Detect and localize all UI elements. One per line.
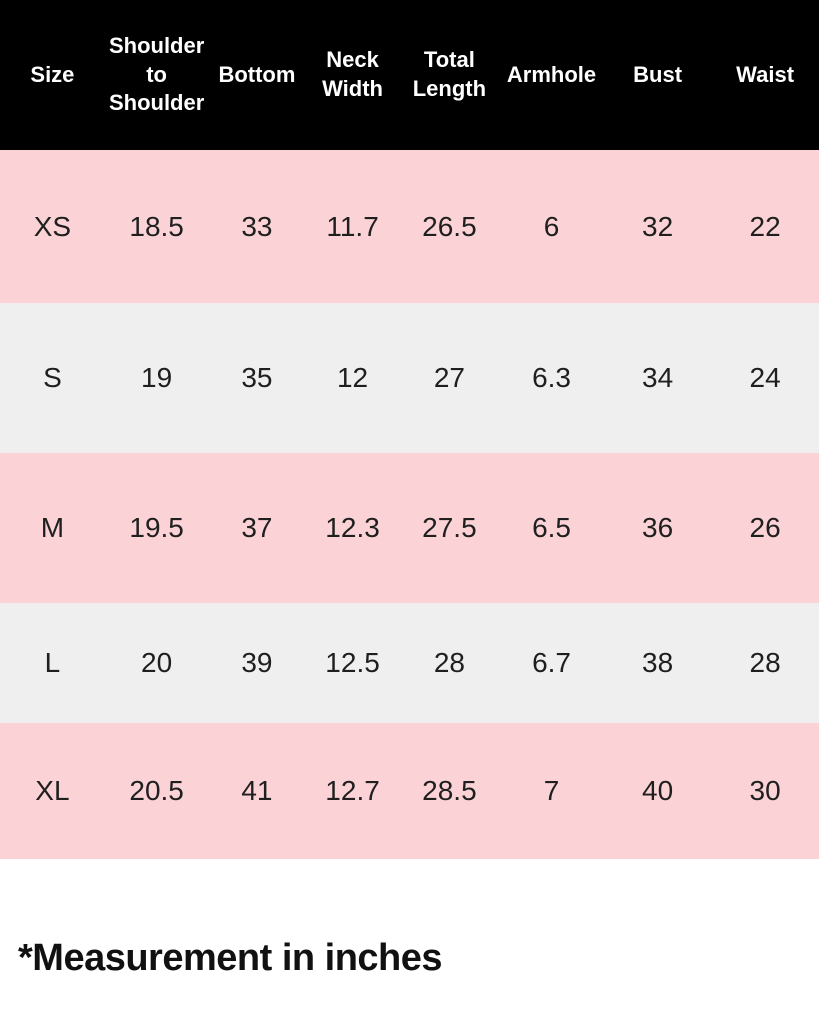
data-cell-waist: 22 [749,210,781,242]
measurement-note: *Measurement in inches [18,937,443,979]
data-cell-armhole: 6 [543,210,560,242]
size-label: L [44,647,61,678]
data-cell-total-length: 28.5 [422,775,477,806]
size-label: XS [33,210,72,242]
data-cell-bottom: 35 [241,362,273,393]
data-cell-shoulder: 19 [141,362,173,393]
data-cell-waist: 24 [749,362,781,393]
data-cell-bust: 40 [642,775,674,806]
data-cell-bottom: 37 [241,512,273,543]
size-label: M [40,512,65,543]
header-cell-shoulder: Shoulder to Shoulder [108,33,205,116]
table-row-m: M 19.5 37 12.3 27.5 6.5 36 26 [0,453,819,603]
table-row-s: S 19 35 12 27 6.3 34 24 [0,303,819,453]
data-cell-total-length: 27 [433,362,465,393]
data-cell-neck-width: 12 [336,362,369,393]
header-cell-armhole: Armhole [506,61,597,87]
data-cell-bust: 38 [642,647,674,678]
data-cell-neck-width: 11.7 [326,210,379,242]
data-cell-bottom: 33 [241,210,273,242]
data-cell-armhole: 6.7 [532,647,572,678]
header-row: Size Shoulder to Shoulder Bottom Neck Wi… [0,0,819,150]
data-cell-neck-width: 12.5 [325,647,380,678]
size-chart-table: Size Shoulder to Shoulder Bottom Neck Wi… [0,0,819,859]
header-cell-bust: Bust [633,61,683,87]
header-cell-size: Size [30,61,75,87]
size-label: XL [35,775,70,806]
header-cell-bottom: Bottom [218,61,296,87]
data-cell-shoulder: 19.5 [129,512,184,543]
data-cell-waist: 30 [749,775,781,806]
data-cell-bottom: 39 [241,647,273,678]
data-cell-total-length: 26.5 [422,210,477,242]
data-cell-armhole: 6.5 [532,512,572,543]
data-cell-bust: 34 [642,362,674,393]
table-row-l: L 20 39 12.5 28 6.7 38 28 [0,603,819,723]
data-cell-bust: 36 [642,512,674,543]
data-cell-total-length: 28 [433,647,465,678]
data-cell-bottom: 41 [241,775,273,806]
data-cell-shoulder: 20 [141,647,173,678]
data-cell-total-length: 27.5 [422,512,477,543]
table-row-xl: XL 20.5 41 12.7 28.5 7 40 30 [0,723,819,859]
table-row-xs: XS 18.5 33 11.7 26.5 6 32 22 [0,150,819,303]
data-cell-bust: 32 [642,210,674,242]
data-cell-armhole: 7 [543,775,560,806]
data-cell-shoulder: 20.5 [129,775,184,806]
header-cell-neck-width: Neck Width [322,47,383,101]
header-cell-waist: Waist [736,61,795,87]
data-cell-waist: 26 [749,512,781,543]
data-cell-neck-width: 12.3 [325,512,380,543]
size-label: S [43,362,62,393]
data-cell-waist: 28 [749,647,781,678]
header-cell-total-length: Total Length [412,47,487,101]
data-cell-armhole: 6.3 [532,362,572,393]
data-cell-shoulder: 18.5 [129,210,184,242]
data-cell-neck-width: 12.7 [325,775,380,806]
